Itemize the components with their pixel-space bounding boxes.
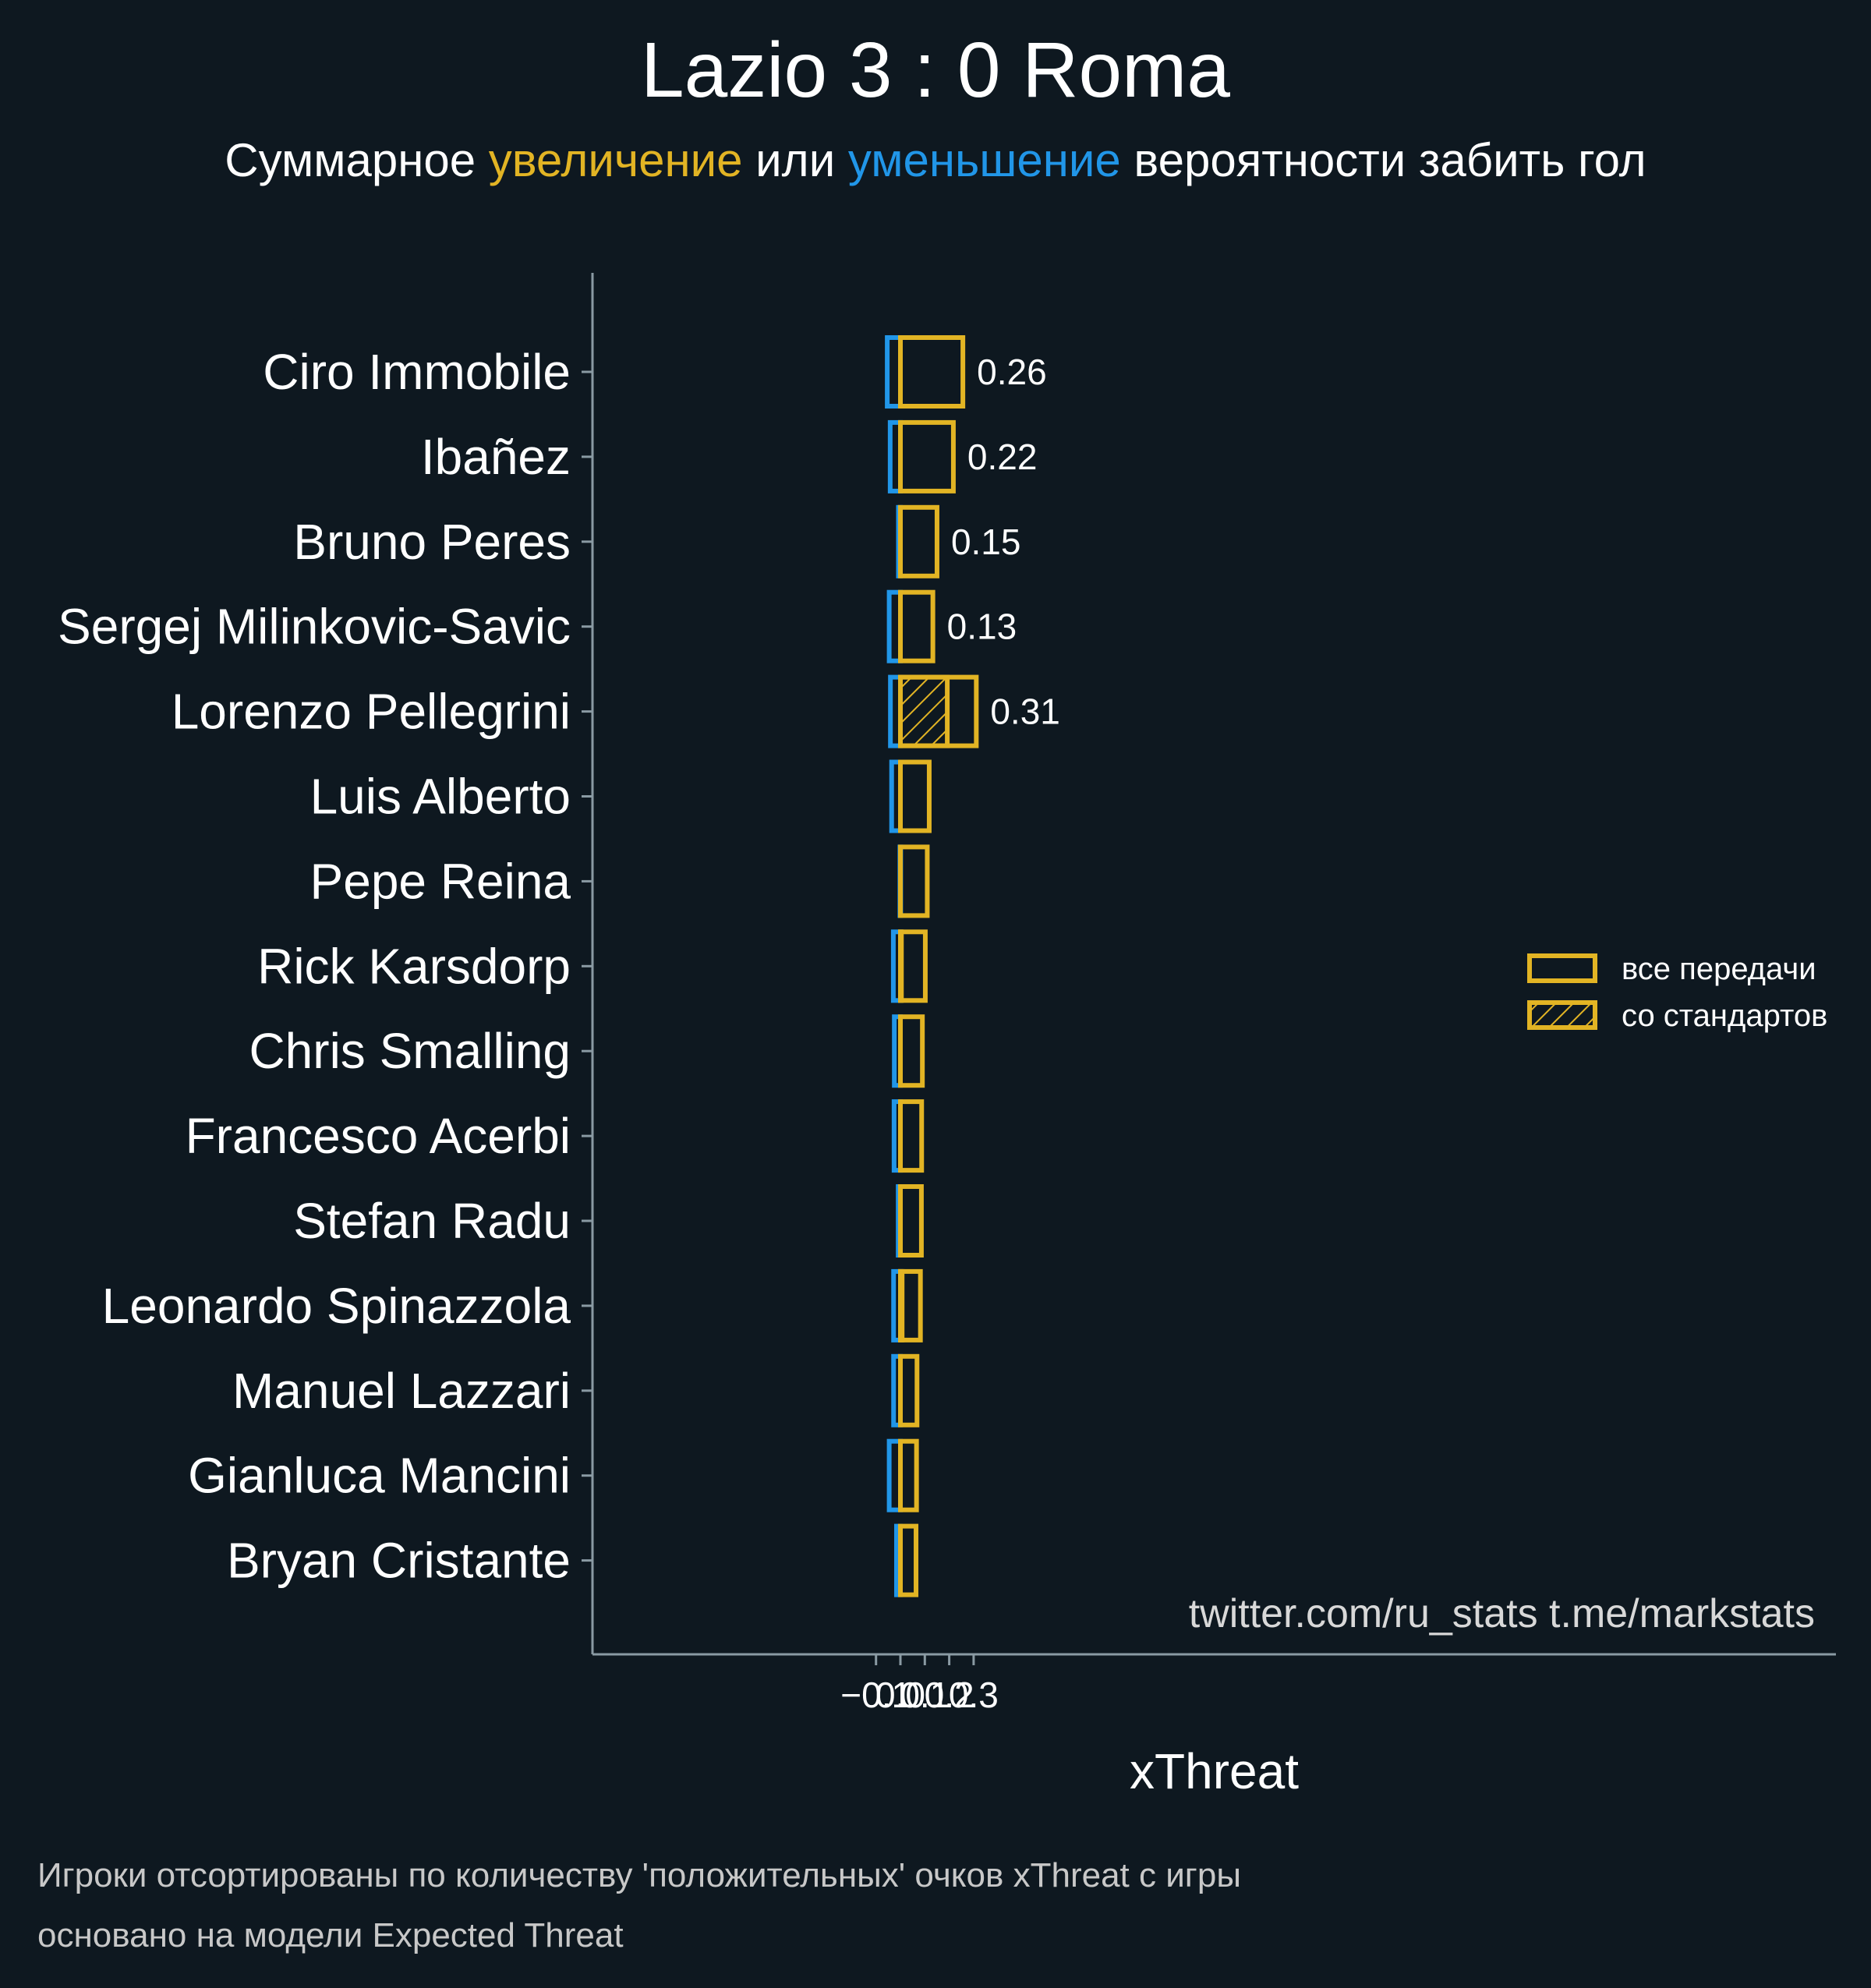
bar-positive-rick-karsdorp [898,929,928,1003]
data-label-ciro-immobile: 0.26 [977,352,1047,392]
legend-swatch-setpiece [1527,1000,1597,1030]
y-tick-label-manuel-lazzari: Manuel Lazzari [232,1363,571,1419]
bar-positive-luis-alberto [898,759,932,833]
bar-positive-chris-smalling [898,1014,925,1088]
y-tick-label-ibanez: Ibañez [421,429,571,485]
subtitle-increase-word: увеличение [488,134,743,186]
chart-title: Lazio 3 : 0 Roma [641,27,1230,114]
bar-positive-stefan-radu [898,1184,924,1258]
x-tick-label: 0.0 [875,1675,925,1715]
legend-label-setpiece: со стандартов [1622,999,1827,1033]
bar-positive-sergej-milinkovic-savic [898,589,936,663]
data-label-lorenzo-pellegrini: 0.31 [990,692,1060,732]
footnote-sorting: Игроки отсортированы по количеству 'поло… [37,1856,1241,1894]
y-tick-label-francesco-acerbi: Francesco Acerbi [186,1108,571,1164]
bar-positive-bruno-peres [898,504,939,578]
axes-group: Ciro Immobile Ibañez Bruno Peres Sergej Mil… [58,273,1836,1799]
data-label-ibanez: 0.22 [967,437,1038,477]
legend-swatch-all [1527,953,1597,983]
bar-positive-leonardo-spinazzola [898,1268,923,1342]
subtitle-prefix: Суммарное [225,134,489,186]
x-tick-label: 0.3 [949,1675,999,1715]
legend: все передачи со стандартов [1527,952,1827,1033]
data-label-sergej-milinkovic-savic: 0.13 [947,607,1017,647]
x-tick-label: 0.1 [900,1675,950,1715]
bar-positive-ciro-immobile [898,335,966,409]
y-tick-label-ciro-immobile: Ciro Immobile [263,344,571,400]
subtitle-decrease-word: уменьшение [847,134,1121,186]
x-tick-label: −0.1 [840,1675,911,1715]
y-tick-label-luis-alberto: Luis Alberto [310,769,571,825]
credit-text: twitter.com/ru_stats t.me/markstats [1188,1591,1815,1636]
bar-positive-ibanez [898,419,956,493]
bar-positive-manuel-lazzari [898,1353,920,1427]
y-tick-label-stefan-radu: Stefan Radu [293,1193,571,1249]
y-tick-label-sergej-milinkovic-savic: Sergej Milinkovic-Savic [58,599,571,655]
y-tick-label-bryan-cristante: Bryan Cristante [227,1533,571,1589]
y-tick-label-chris-smalling: Chris Smalling [249,1023,571,1079]
footnote-model: основано на модели Expected Threat [37,1916,624,1954]
y-tick-label-pepe-reina: Pepe Reina [310,853,571,909]
x-tick-label: 0.2 [925,1675,974,1715]
y-tick-label-bruno-peres: Bruno Peres [293,514,571,570]
subtitle-middle: или [742,134,848,186]
bar-positive-lorenzo-pellegrini [898,674,979,748]
chart-subtitle: Суммарное увеличение или уменьшение веро… [0,131,1871,190]
y-tick-label-rick-karsdorp: Rick Karsdorp [257,938,571,994]
bars-group: 0.26 0.22 0.15 0.13 0.31 [885,335,1060,1597]
y-tick-label-gianluca-mancini: Gianluca Mancini [188,1448,571,1504]
bar-positive-bryan-cristante [898,1523,919,1597]
legend-label-all: все передачи [1622,952,1816,986]
bar-positive-pepe-reina [898,844,930,918]
x-axis-label: xThreat [1130,1743,1299,1799]
subtitle-suffix: вероятности забить гол [1120,134,1646,186]
bar-positive-francesco-acerbi [898,1099,925,1173]
y-tick-label-lorenzo-pellegrini: Lorenzo Pellegrini [172,684,571,740]
bar-setpiece-lorenzo-pellegrini [898,674,950,748]
y-tick-label-leonardo-spinazzola: Leonardo Spinazzola [102,1278,571,1334]
bar-positive-gianluca-mancini [898,1438,919,1512]
data-label-bruno-peres: 0.15 [951,522,1021,562]
